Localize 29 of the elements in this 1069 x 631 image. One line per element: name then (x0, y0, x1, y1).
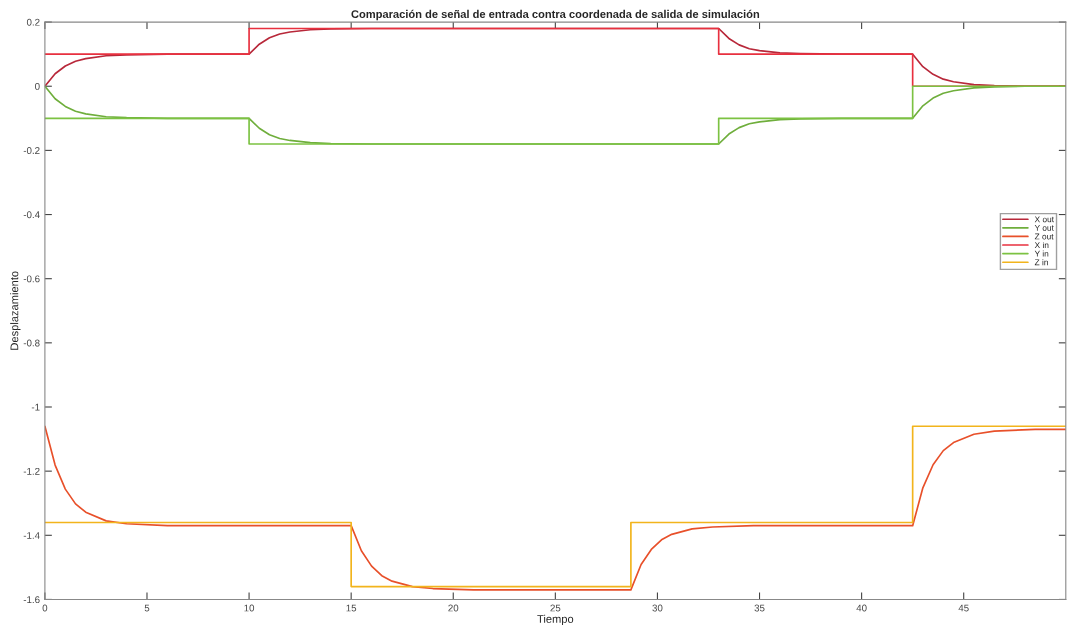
x-tick-label: 0 (42, 604, 48, 612)
x-tick-label: 25 (550, 604, 561, 612)
y-tick-label: -1.4 (23, 532, 40, 539)
y-tick-label: -1 (31, 403, 40, 411)
y-tick-label: -0.4 (23, 211, 40, 219)
legend-label: Z out (1034, 233, 1054, 240)
legend-label: X in (1034, 241, 1049, 248)
legend-label: Z in (1034, 259, 1048, 266)
y-tick-label: -0.2 (23, 147, 40, 155)
chart-title: Comparación de señal de entrada contra coordenada de salida de simulación (351, 9, 760, 21)
y-tick-label: 0.2 (26, 18, 40, 26)
x-tick-label: 45 (958, 604, 969, 612)
x-tick-label: 10 (244, 604, 255, 612)
x-tick-label: 15 (346, 604, 357, 612)
x-tick-label: 40 (856, 604, 867, 612)
legend-label: X out (1034, 216, 1054, 223)
x-tick-label: 30 (652, 604, 663, 612)
x-tick-label: 35 (754, 604, 765, 612)
y-tick-label: 0 (35, 82, 40, 90)
x-tick-label: 5 (144, 604, 150, 612)
y-tick-label: -1.2 (23, 467, 40, 475)
x-tick-label: 20 (448, 604, 459, 612)
x-axis-title: Tiempo (537, 614, 574, 626)
y-tick-label: -0.8 (23, 339, 40, 347)
legend-label: Y out (1034, 225, 1054, 231)
y-axis-title: Desplazamiento (10, 271, 21, 350)
legend-label: Y in (1034, 250, 1049, 257)
y-tick-label: -0.6 (23, 275, 40, 283)
y-tick-label: -1.6 (23, 596, 40, 604)
